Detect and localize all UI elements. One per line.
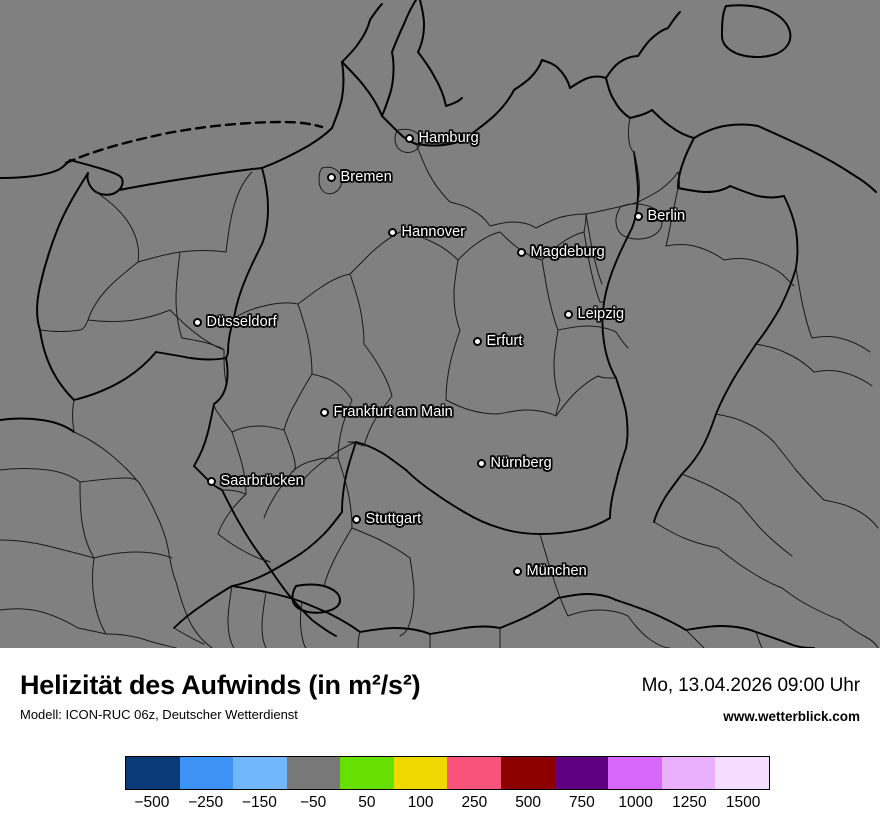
- city-dot-icon: [206, 476, 216, 486]
- city-dot-icon: [351, 514, 361, 524]
- city-dot-icon: [512, 566, 522, 576]
- city-dot-icon: [476, 458, 486, 468]
- city-dot-icon: [516, 247, 526, 257]
- colorbar-tick: 1000: [618, 794, 653, 811]
- colorbar-segment: [661, 757, 716, 789]
- city-label: Nürnberg: [490, 455, 552, 471]
- colorbar-segment: [179, 757, 234, 789]
- site-url-label: www.wetterblick.com: [723, 709, 860, 724]
- colorbar-tick: 1500: [725, 794, 761, 811]
- colorbar-segment: [608, 757, 662, 789]
- city-marker[interactable]: Saarbrücken: [206, 473, 304, 489]
- colorbar-segment: [126, 757, 180, 789]
- model-subtitle: Modell: ICON-RUC 06z, Deutscher Wetterdi…: [20, 707, 298, 723]
- city-label: Bremen: [340, 169, 392, 185]
- city-label: Hannover: [401, 224, 466, 240]
- city-label: Berlin: [647, 208, 686, 224]
- city-marker[interactable]: Leipzig: [563, 306, 625, 322]
- colorbar-swatches[interactable]: [125, 756, 770, 790]
- colorbar-segment: [715, 757, 769, 789]
- colorbar-tick: 50: [358, 794, 376, 811]
- city-dot-icon: [192, 317, 202, 327]
- colorbar-tick: 1250: [672, 794, 707, 811]
- city-marker[interactable]: Bremen: [326, 169, 392, 185]
- city-dot-icon: [633, 211, 643, 221]
- colorbar-tick: −250: [188, 794, 224, 811]
- colorbar-tick: 250: [461, 794, 488, 811]
- map-geography: [0, 0, 879, 648]
- city-marker[interactable]: Düsseldorf: [192, 314, 277, 330]
- page-title: Helizität des Aufwinds (in m²/s²): [20, 670, 421, 700]
- city-marker[interactable]: Frankfurt am Main: [319, 404, 453, 420]
- city-dot-icon: [472, 336, 482, 346]
- footer-panel: Helizität des Aufwinds (in m²/s²) Modell…: [0, 648, 880, 830]
- city-label: Frankfurt am Main: [333, 404, 453, 420]
- city-dot-icon: [319, 407, 329, 417]
- city-marker[interactable]: Berlin: [633, 208, 686, 224]
- city-marker[interactable]: Hannover: [387, 224, 466, 240]
- city-marker[interactable]: Erfurt: [472, 333, 523, 349]
- colorbar-tick-labels: −500 −250 −150 −50 50 100 250 500 750 1000 1250 150…: [125, 794, 770, 822]
- city-marker[interactable]: Hamburg: [404, 130, 479, 146]
- city-label: Stuttgart: [365, 511, 422, 527]
- city-label: Magdeburg: [530, 244, 605, 260]
- city-label: Hamburg: [418, 130, 479, 146]
- weather-map[interactable]: Hamburg Bremen Hannover Berlin Magdeburg Leip…: [0, 0, 880, 648]
- city-marker[interactable]: Stuttgart: [351, 511, 422, 527]
- city-marker[interactable]: München: [512, 563, 587, 579]
- city-label: München: [526, 563, 587, 579]
- city-label: Düsseldorf: [206, 314, 277, 330]
- colorbar-legend: −500 −250 −150 −50 50 100 250 500 750 1000 1250 150…: [125, 756, 770, 822]
- city-label: Saarbrücken: [220, 473, 304, 489]
- colorbar-segment: [393, 757, 448, 789]
- colorbar-tick: −50: [299, 794, 327, 811]
- title-block: Helizität des Aufwinds (in m²/s²) Modell…: [20, 670, 421, 723]
- colorbar-segment: [340, 757, 394, 789]
- colorbar-tick: 100: [407, 794, 434, 811]
- city-marker[interactable]: Nürnberg: [476, 455, 552, 471]
- colorbar-segment: [233, 757, 287, 789]
- colorbar-tick: −150: [241, 794, 277, 811]
- colorbar-tick: 750: [568, 794, 595, 811]
- city-dot-icon: [387, 227, 397, 237]
- city-dot-icon: [563, 309, 573, 319]
- colorbar-tick: −500: [134, 794, 170, 811]
- colorbar-segment: [447, 757, 502, 789]
- city-dot-icon: [404, 133, 414, 143]
- colorbar-segment: [286, 757, 341, 789]
- city-marker[interactable]: Magdeburg: [516, 244, 605, 260]
- city-label: Erfurt: [486, 333, 523, 349]
- meta-block: Mo, 13.04.2026 09:00 Uhr www.wetterblick…: [642, 675, 860, 724]
- colorbar-tick: 500: [515, 794, 542, 811]
- city-label: Leipzig: [577, 306, 625, 322]
- colorbar-segment: [501, 757, 555, 789]
- city-dot-icon: [326, 172, 336, 182]
- valid-time-label: Mo, 13.04.2026 09:00 Uhr: [641, 675, 860, 696]
- colorbar-segment: [554, 757, 609, 789]
